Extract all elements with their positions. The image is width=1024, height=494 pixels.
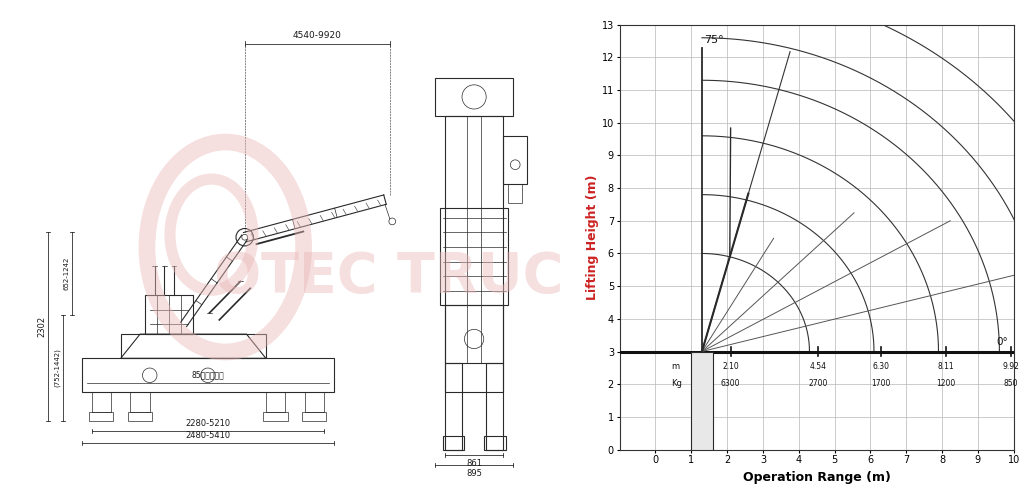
Text: Kg: Kg (672, 379, 682, 388)
Bar (440, 208, 508, 305)
Bar (130, 392, 150, 412)
Bar (435, 78, 513, 116)
Text: (752-1442): (752-1442) (53, 349, 60, 387)
Y-axis label: Lifting Height (m): Lifting Height (m) (586, 174, 599, 300)
Bar (128, 412, 153, 421)
Bar (89, 412, 114, 421)
Text: 652-1242: 652-1242 (63, 257, 70, 290)
Bar (445, 363, 462, 451)
Text: 85上大梁中心: 85上大梁中心 (191, 371, 224, 380)
Text: 1200: 1200 (936, 379, 955, 388)
Bar (691, 352, 713, 450)
Text: 2700: 2700 (808, 379, 827, 388)
Bar (91, 392, 111, 412)
Text: 8.11: 8.11 (938, 363, 954, 371)
Bar (144, 295, 194, 334)
X-axis label: Operation Range (m): Operation Range (m) (742, 471, 891, 484)
Bar (305, 392, 324, 412)
Text: 2302: 2302 (38, 316, 47, 337)
Text: 2.10: 2.10 (722, 363, 739, 371)
Bar (445, 305, 503, 363)
Text: 1700: 1700 (871, 379, 891, 388)
Bar (266, 392, 286, 412)
Text: 2480-5410: 2480-5410 (185, 431, 230, 440)
Text: 2280-5210: 2280-5210 (185, 419, 230, 428)
Bar (302, 412, 327, 421)
Text: 75°: 75° (703, 35, 723, 44)
Text: 6300: 6300 (721, 379, 740, 388)
Bar (503, 136, 527, 184)
Text: m: m (672, 363, 680, 371)
Text: 895: 895 (466, 469, 482, 478)
Bar (263, 412, 288, 421)
Bar (121, 334, 266, 358)
Text: OTEC TRUC: OTEC TRUC (214, 249, 564, 304)
Bar (82, 358, 334, 392)
Text: 9.92: 9.92 (1002, 363, 1019, 371)
Bar (442, 436, 465, 451)
Bar (445, 116, 503, 392)
Text: 4540-9920: 4540-9920 (293, 31, 342, 40)
Text: 850: 850 (1004, 379, 1018, 388)
Bar (508, 184, 522, 204)
Text: 6.30: 6.30 (872, 363, 890, 371)
Bar (483, 436, 506, 451)
Text: 0°: 0° (996, 336, 1009, 347)
Text: 4.54: 4.54 (810, 363, 826, 371)
Bar (486, 363, 503, 451)
Text: 861: 861 (466, 459, 482, 468)
